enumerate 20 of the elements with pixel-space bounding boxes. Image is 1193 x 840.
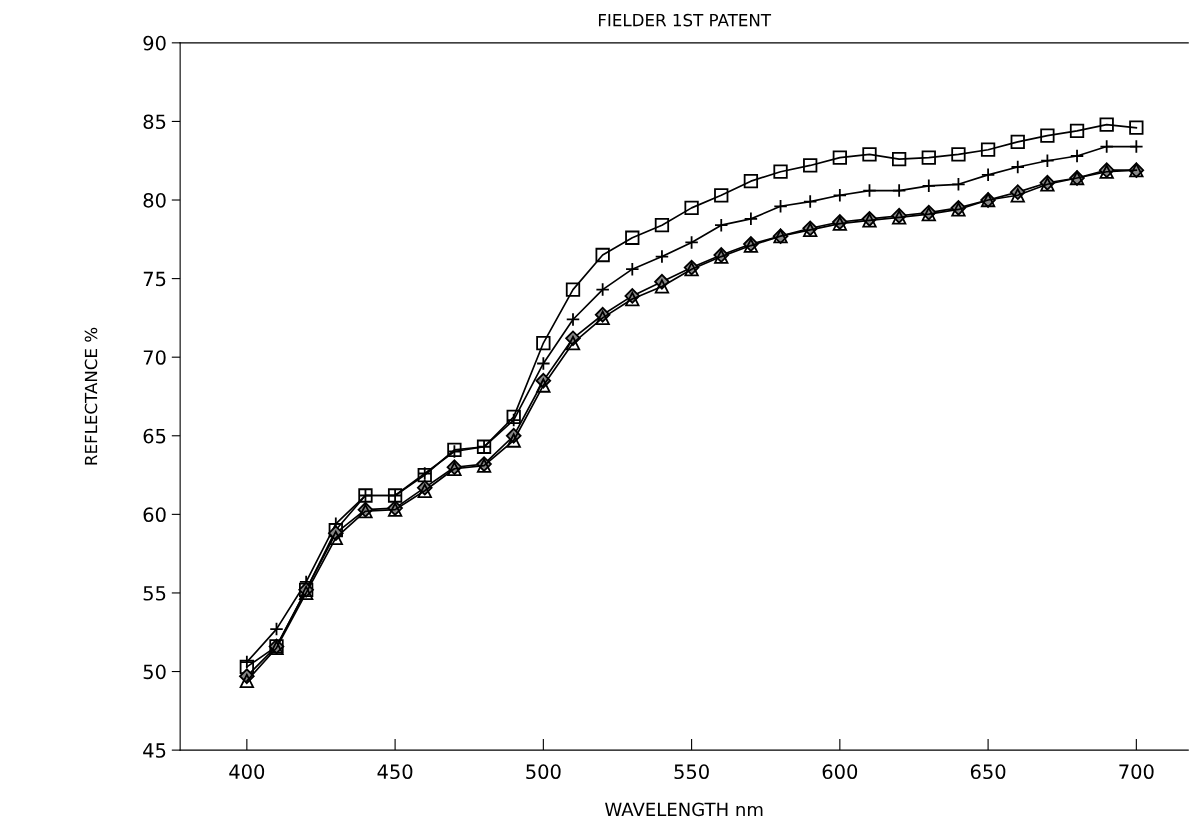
y-tick-label: 60 — [143, 507, 166, 523]
y-tick-label: 85 — [143, 114, 166, 130]
y-tick-label: 65 — [143, 428, 166, 444]
y-tick-label: 55 — [143, 586, 166, 601]
x-tick-label: 550 — [674, 764, 709, 780]
x-tick-label: 450 — [377, 764, 413, 780]
x-tick-label: 600 — [822, 764, 858, 780]
y-tick-label: 75 — [143, 271, 166, 287]
x-tick-label: 700 — [1119, 764, 1154, 780]
y-tick-label: 90 — [143, 35, 166, 51]
y-tick-label: 70 — [143, 350, 166, 365]
chart-title: FIELDER 1ST PATENT — [598, 13, 772, 27]
x-tick-label: 500 — [526, 764, 561, 780]
y-axis-title: REFLECTANCE % — [84, 327, 98, 465]
y-tick-label: 45 — [143, 743, 166, 758]
x-axis-title: WAVELENGTH nm — [605, 802, 763, 817]
x-tick-label: 400 — [229, 764, 265, 780]
x-tick-label: 650 — [970, 764, 1006, 780]
y-tick-label: 50 — [143, 664, 166, 680]
y-tick-label: 80 — [143, 192, 166, 208]
